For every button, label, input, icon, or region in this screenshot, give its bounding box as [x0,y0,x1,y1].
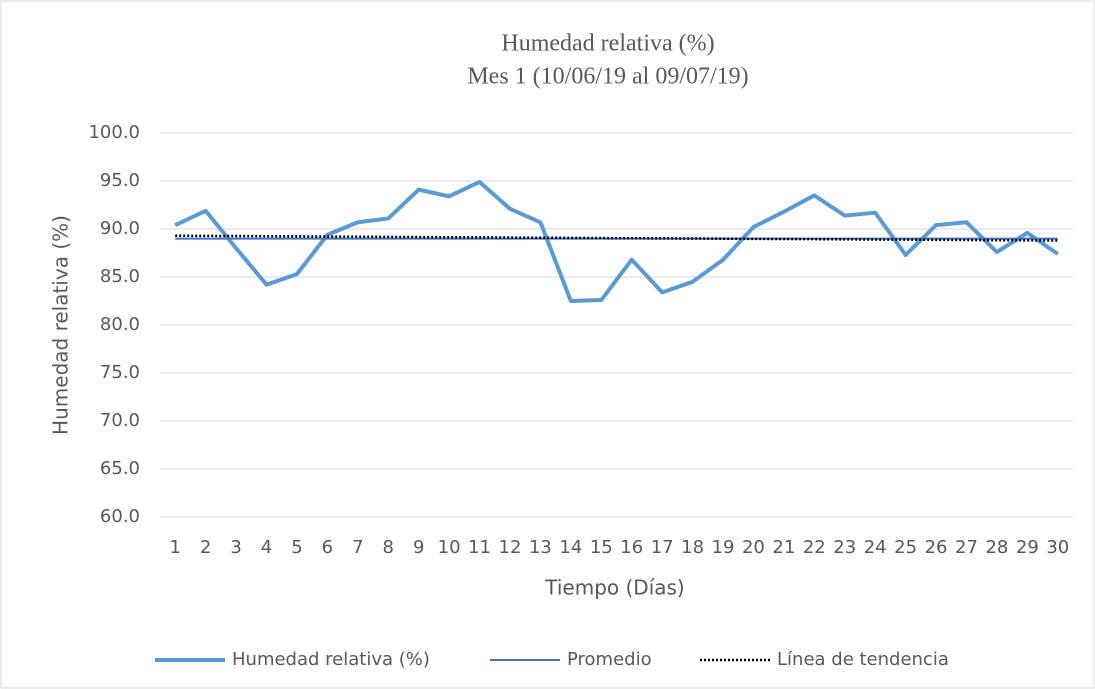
x-tick-label: 30 [1046,537,1069,558]
x-tick-label: 11 [468,537,491,558]
x-tick-label: 4 [261,537,272,558]
x-tick-label: 23 [833,537,856,558]
x-tick-label: 14 [559,537,582,558]
y-tick-label: 65.0 [100,458,140,479]
x-tick-label: 13 [529,537,552,558]
series-line [174,179,1059,303]
x-tick-label: 24 [864,537,887,558]
legend-label: Línea de tendencia [777,649,949,670]
series-line [175,234,1058,242]
y-tick-label: 75.0 [100,362,140,383]
x-tick-label: 25 [894,537,917,558]
y-tick-label: 85.0 [100,266,140,287]
x-tick-label: 6 [322,537,333,558]
y-tick-label: 95.0 [100,170,140,191]
x-axis-label: Tiempo (Días) [544,576,684,600]
x-tick-label: 7 [352,537,363,558]
x-tick-label: 12 [499,537,522,558]
x-tick-label: 19 [712,537,735,558]
x-tick-label: 18 [681,537,704,558]
x-tick-label: 5 [291,537,302,558]
x-tick-label: 22 [803,537,826,558]
x-tick-label: 21 [772,537,795,558]
x-tick-label: 1 [169,537,180,558]
x-tick-label: 16 [620,537,643,558]
x-tick-label: 9 [413,537,424,558]
x-tick-label: 29 [1016,537,1039,558]
y-axis-label: Humedad relativa (%) [49,215,73,435]
chart-subtitle: Mes 1 (10/06/19 al 09/07/19) [467,64,748,90]
legend-label: Promedio [567,649,652,670]
y-tick-label: 80.0 [100,314,140,335]
y-tick-label: 90.0 [100,218,140,239]
x-tick-label: 28 [985,537,1008,558]
legend-label: Humedad relativa (%) [232,649,430,670]
x-tick-label: 10 [438,537,461,558]
x-tick-label: 26 [925,537,948,558]
y-tick-label: 70.0 [100,410,140,431]
x-tick-label: 27 [955,537,978,558]
y-tick-label: 100.0 [88,122,140,143]
x-tick-label: 3 [230,537,241,558]
chart-title: Humedad relativa (%) [501,31,714,57]
x-tick-label: 8 [383,537,394,558]
x-tick-label: 17 [651,537,674,558]
x-tick-label: 2 [200,537,211,558]
x-tick-label: 15 [590,537,613,558]
y-tick-label: 60.0 [100,506,140,527]
x-tick-label: 20 [742,537,765,558]
